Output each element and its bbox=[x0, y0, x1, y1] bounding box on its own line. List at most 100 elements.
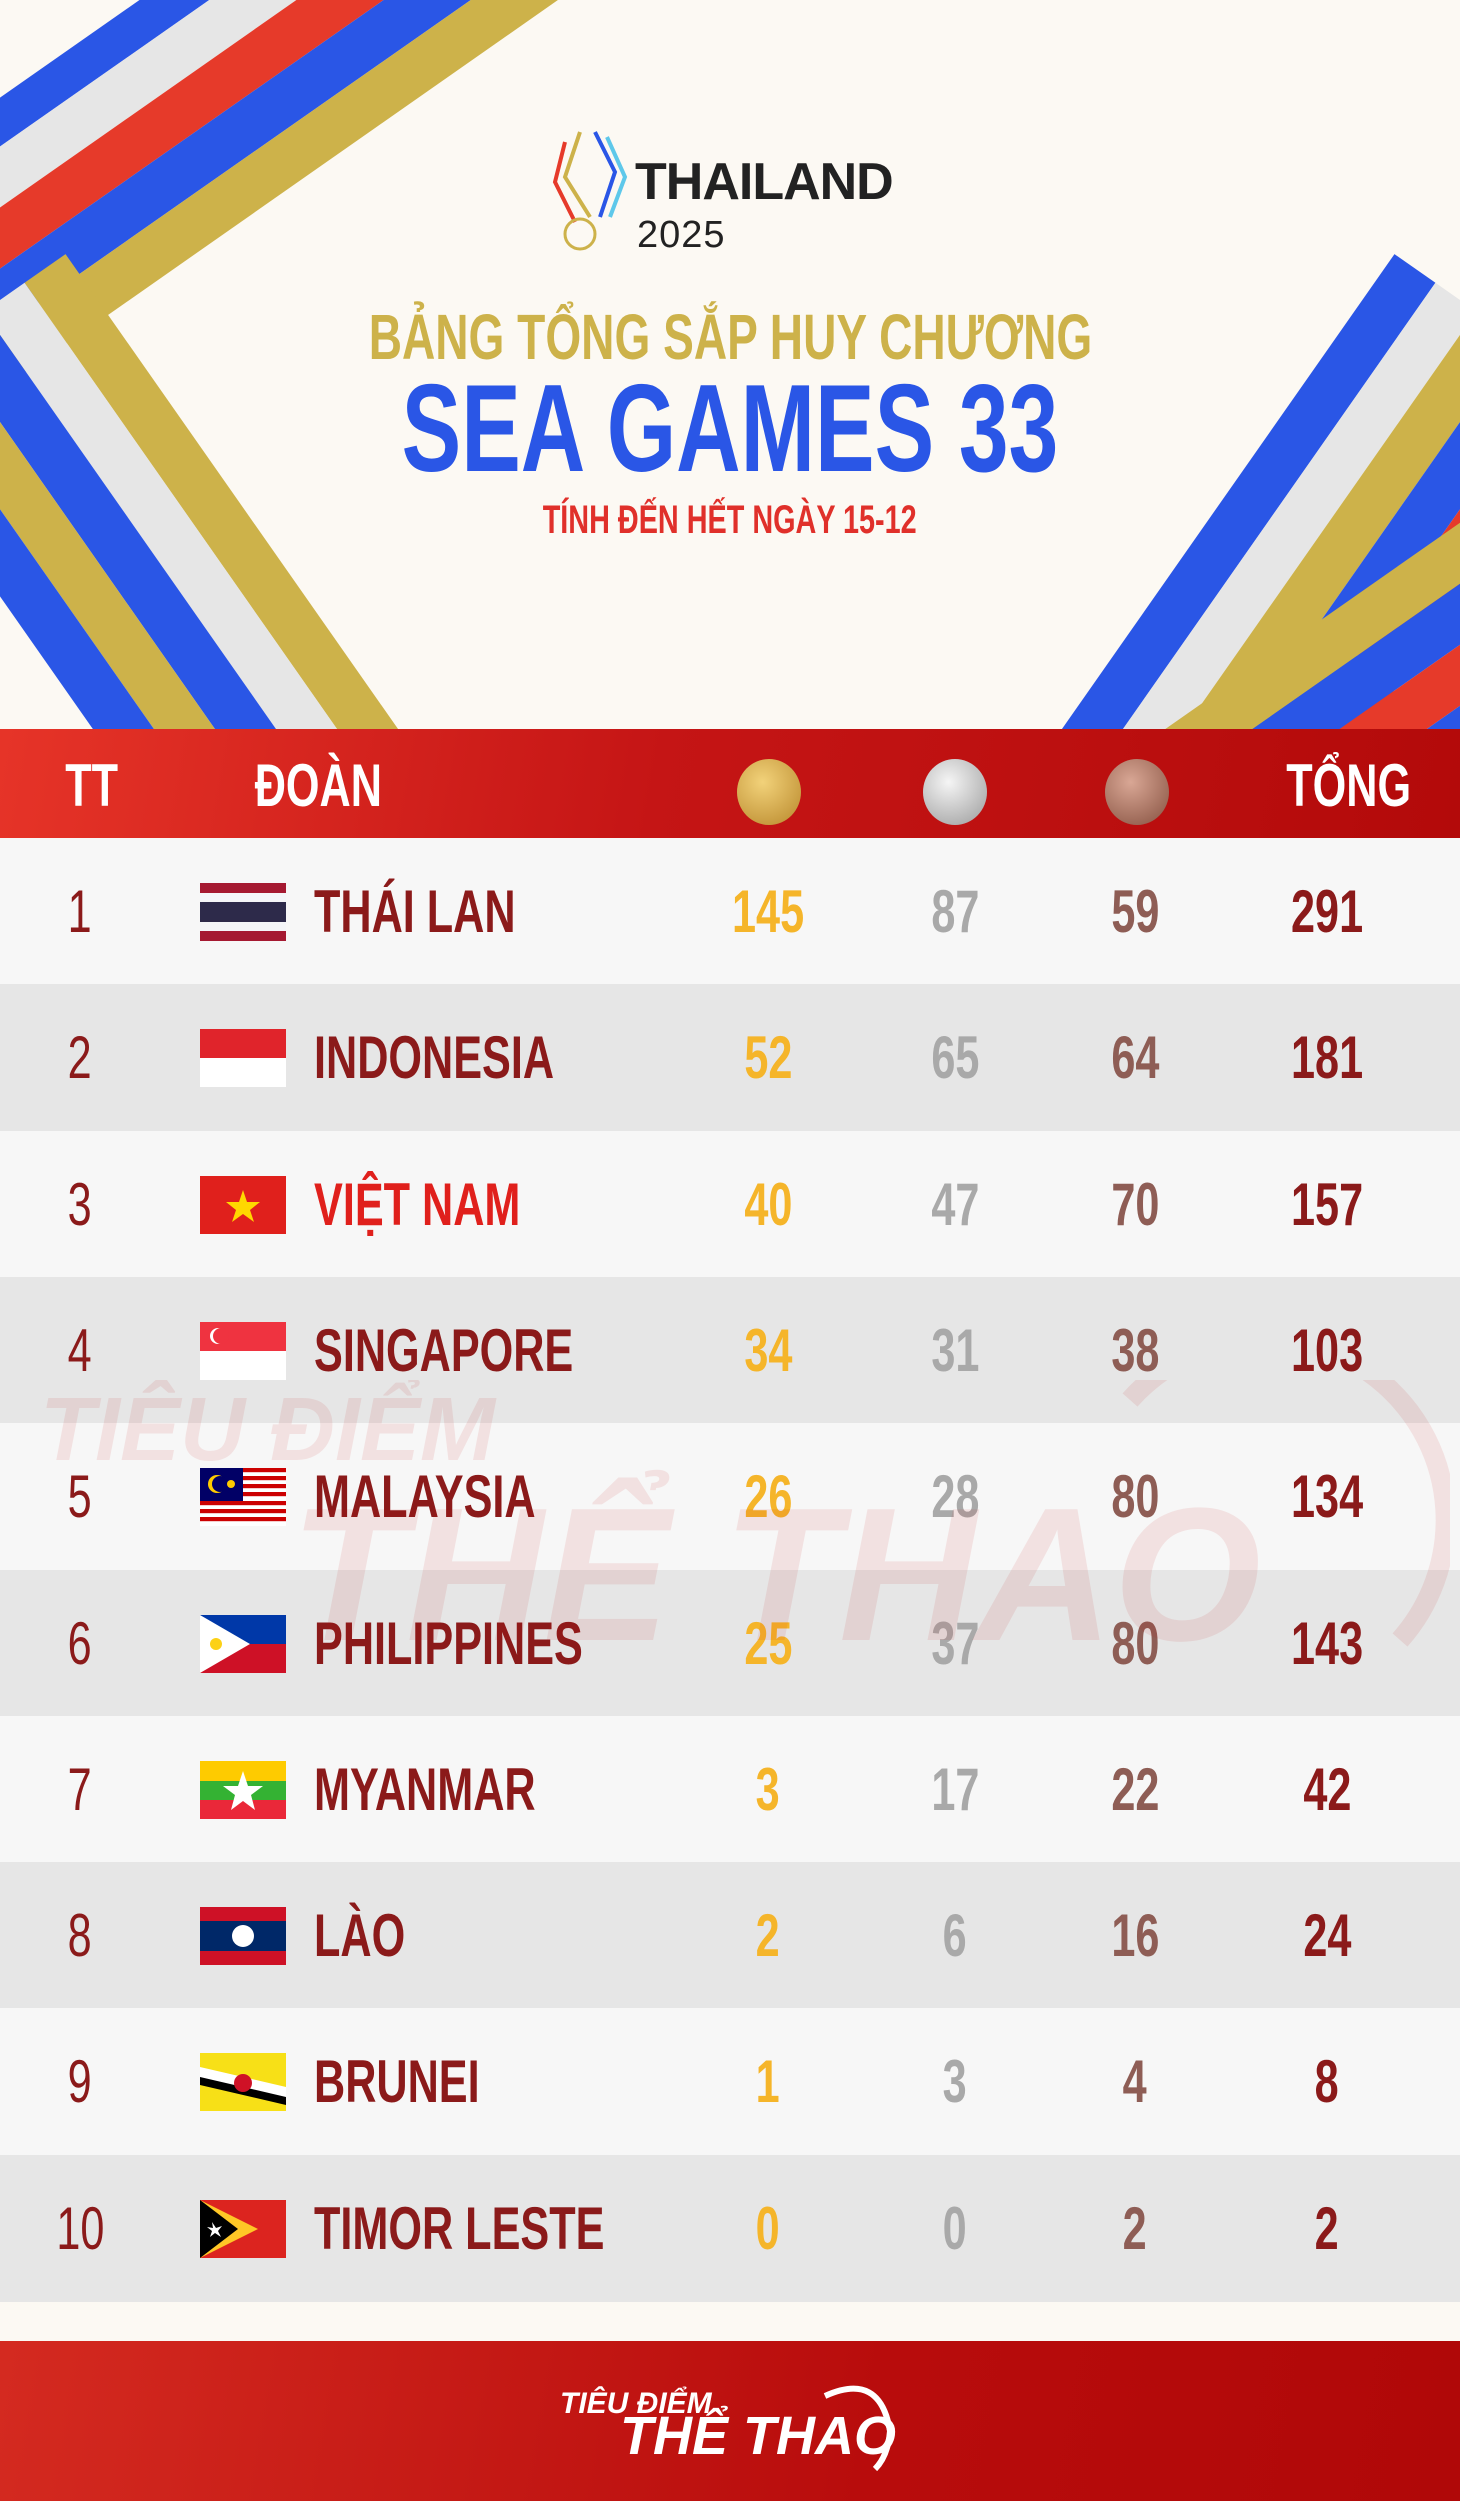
vietnam-flag-icon bbox=[200, 1175, 286, 1234]
myanmar-flag-icon bbox=[200, 1760, 286, 1819]
silver-count: 47 bbox=[930, 1170, 980, 1238]
logo-word: THAILAND bbox=[635, 153, 894, 211]
silver-count: 31 bbox=[930, 1316, 980, 1384]
table-row: 3 VIỆT NAM 40 47 70 157 bbox=[0, 1130, 1460, 1278]
table-row: 2 INDONESIA 52 65 64 181 bbox=[0, 984, 1460, 1132]
malaysia-flag-icon bbox=[200, 1468, 286, 1527]
silver-count: 0 bbox=[942, 2194, 968, 2262]
gold-medal-icon bbox=[737, 759, 801, 825]
team-name: INDONESIA bbox=[314, 1024, 555, 1092]
total-count: 8 bbox=[1314, 2048, 1340, 2116]
team-name: VIỆT NAM bbox=[314, 1170, 521, 1238]
gold-count: 0 bbox=[755, 2194, 781, 2262]
team-name: MYANMAR bbox=[314, 1755, 536, 1823]
laos-flag-icon bbox=[200, 1907, 286, 1966]
rank: 10 bbox=[55, 2194, 105, 2262]
rank: 9 bbox=[67, 2048, 93, 2116]
column-team: ĐOÀN bbox=[254, 752, 382, 819]
bronze-count: 70 bbox=[1110, 1170, 1160, 1238]
gold-count: 34 bbox=[743, 1316, 793, 1384]
bronze-count: 2 bbox=[1122, 2194, 1148, 2262]
bronze-count: 22 bbox=[1110, 1755, 1160, 1823]
silver-count: 6 bbox=[942, 1902, 968, 1970]
total-count: 181 bbox=[1290, 1024, 1364, 1092]
total-count: 103 bbox=[1290, 1316, 1364, 1384]
sea-games-emblem-icon bbox=[552, 131, 628, 251]
rank: 1 bbox=[67, 878, 93, 945]
bronze-count: 80 bbox=[1110, 1609, 1160, 1677]
team-name: TIMOR LESTE bbox=[314, 2194, 605, 2262]
gold-count: 1 bbox=[755, 2048, 781, 2116]
footer-brand-line2: THỂ THAO bbox=[620, 2406, 896, 2466]
hero-banner: THAILAND 2025 BẢNG TỔNG SẮP HUY CHƯƠNG S… bbox=[0, 0, 1460, 729]
silver-count: 28 bbox=[930, 1463, 980, 1531]
total-count: 2 bbox=[1314, 2194, 1340, 2262]
silver-medal-icon bbox=[923, 759, 987, 825]
total-count: 134 bbox=[1290, 1463, 1364, 1531]
column-total: TỔNG bbox=[1286, 752, 1412, 819]
medal-table-body: 1 THÁI LAN 145 87 59 291 2 INDONESIA 52 65 64 181 3 V… bbox=[0, 838, 1460, 2302]
gold-count: 25 bbox=[743, 1609, 793, 1677]
table-row: 8 LÀO 2 6 16 24 bbox=[0, 1862, 1460, 2010]
team-name: SINGAPORE bbox=[314, 1316, 574, 1384]
bronze-count: 4 bbox=[1122, 2048, 1148, 2116]
team-name: PHILIPPINES bbox=[314, 1609, 583, 1677]
rank: 8 bbox=[67, 1902, 93, 1970]
table-row: 6 PHILIPPINES 25 37 80 143 bbox=[0, 1569, 1460, 1717]
team-name: THÁI LAN bbox=[314, 878, 516, 945]
page-subtitle: BẢNG TỔNG SẮP HUY CHƯƠNG bbox=[368, 301, 1092, 373]
gold-count: 26 bbox=[743, 1463, 793, 1531]
rank: 4 bbox=[67, 1316, 93, 1384]
rank: 5 bbox=[67, 1463, 93, 1531]
team-name: MALAYSIA bbox=[314, 1463, 536, 1531]
gold-count: 2 bbox=[755, 1902, 781, 1970]
table-row: 7 MYANMAR 3 17 22 42 bbox=[0, 1715, 1460, 1863]
rank: 3 bbox=[67, 1170, 93, 1238]
brand-swoosh-icon bbox=[823, 2385, 894, 2471]
rank: 2 bbox=[67, 1024, 93, 1092]
gold-count: 40 bbox=[743, 1170, 793, 1238]
team-name: LÀO bbox=[314, 1902, 406, 1970]
bronze-count: 64 bbox=[1110, 1024, 1160, 1092]
gold-count: 3 bbox=[755, 1755, 781, 1823]
rank: 7 bbox=[67, 1755, 93, 1823]
thailand-2025-logo: THAILAND 2025 bbox=[545, 122, 925, 256]
silver-count: 65 bbox=[930, 1024, 980, 1092]
rank: 6 bbox=[67, 1609, 93, 1677]
bronze-count: 59 bbox=[1110, 878, 1160, 945]
silver-count: 3 bbox=[942, 2048, 968, 2116]
singapore-flag-icon bbox=[200, 1321, 286, 1380]
bronze-count: 16 bbox=[1110, 1902, 1160, 1970]
bronze-medal-icon bbox=[1105, 759, 1169, 825]
footer-brand-line1: TIÊU ĐIỂM bbox=[560, 2387, 712, 2420]
total-count: 291 bbox=[1290, 878, 1364, 945]
philippines-flag-icon bbox=[200, 1614, 286, 1673]
table-row: 4 SINGAPORE 34 31 38 103 bbox=[0, 1276, 1460, 1424]
total-count: 42 bbox=[1302, 1755, 1352, 1823]
silver-count: 17 bbox=[930, 1755, 980, 1823]
indonesia-flag-icon bbox=[200, 1029, 286, 1088]
table-row: 5 MALAYSIA 26 28 80 134 bbox=[0, 1423, 1460, 1571]
total-count: 157 bbox=[1290, 1170, 1364, 1238]
page-title: SEA GAMES 33 bbox=[401, 360, 1059, 498]
total-count: 143 bbox=[1290, 1609, 1364, 1677]
logo-year: 2025 bbox=[637, 214, 726, 256]
table-header: TT ĐOÀN TỔNG bbox=[0, 729, 1460, 838]
brunei-flag-icon bbox=[200, 2053, 286, 2112]
gold-count: 145 bbox=[731, 878, 805, 945]
total-count: 24 bbox=[1302, 1902, 1352, 1970]
bronze-count: 80 bbox=[1110, 1463, 1160, 1531]
gold-count: 52 bbox=[743, 1024, 793, 1092]
table-row: 10 TIMOR LESTE 0 0 2 2 bbox=[0, 2154, 1460, 2302]
timor-leste-flag-icon bbox=[200, 2199, 286, 2258]
date-note: TÍNH ĐẾN HẾT NGÀY 15-12 bbox=[543, 498, 917, 542]
team-name: BRUNEI bbox=[314, 2048, 480, 2116]
table-row: 1 THÁI LAN 145 87 59 291 bbox=[0, 838, 1460, 985]
silver-count: 37 bbox=[930, 1609, 980, 1677]
thailand-flag-icon bbox=[200, 883, 286, 941]
column-rank: TT bbox=[65, 752, 119, 819]
table-row: 9 BRUNEI 1 3 4 8 bbox=[0, 2008, 1460, 2156]
footer-banner: TIÊU ĐIỂM THỂ THAO bbox=[0, 2341, 1460, 2501]
bronze-count: 38 bbox=[1110, 1316, 1160, 1384]
silver-count: 87 bbox=[930, 878, 980, 945]
